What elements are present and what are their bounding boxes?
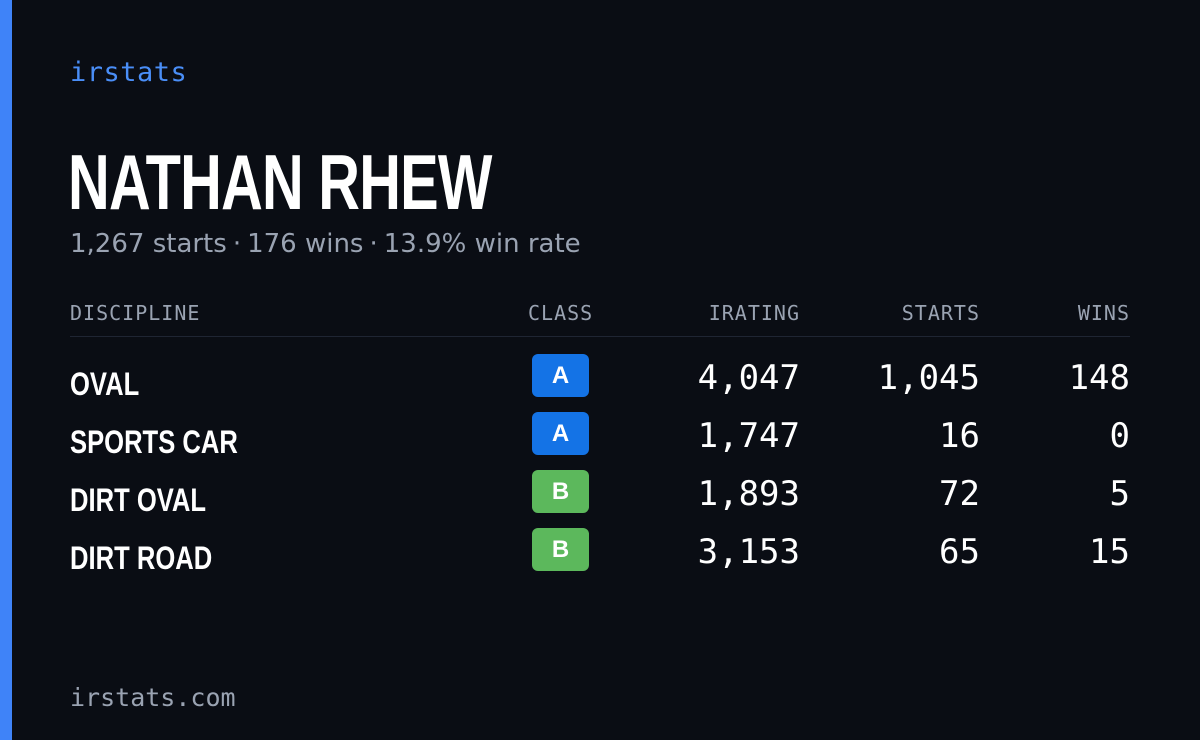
wins-value: 15 xyxy=(1089,532,1130,572)
column-header-class: CLASS xyxy=(528,301,594,325)
summary-starts: 1,267 starts xyxy=(70,229,227,259)
stats-table-body: OVAL A 4,047 1,045 148 SPORTS CAR A 1,74… xyxy=(70,350,1130,582)
table-row: OVAL A 4,047 1,045 148 xyxy=(70,350,1130,408)
license-class-badge: B xyxy=(532,470,589,513)
irating-value: 1,893 xyxy=(697,474,800,514)
summary-separator: · xyxy=(232,229,242,259)
wins-value: 148 xyxy=(1068,358,1130,398)
table-row: SPORTS CAR A 1,747 16 0 xyxy=(70,408,1130,466)
summary-wins: 176 wins xyxy=(247,229,364,259)
stats-table-header: DISCIPLINE CLASS IRATING STARTS WINS xyxy=(70,300,1130,326)
starts-value: 72 xyxy=(939,474,980,514)
wins-value: 0 xyxy=(1109,416,1130,456)
starts-value: 16 xyxy=(939,416,980,456)
irating-value: 3,153 xyxy=(697,532,800,572)
table-row: DIRT OVAL B 1,893 72 5 xyxy=(70,466,1130,524)
column-header-wins: WINS xyxy=(1077,301,1130,325)
wins-value: 5 xyxy=(1109,474,1130,514)
discipline-name: DIRT OVAL xyxy=(70,482,207,518)
brand-logo-text: irstats xyxy=(70,57,188,88)
summary-separator: · xyxy=(369,229,378,259)
discipline-name: SPORTS CAR xyxy=(70,424,238,460)
starts-value: 1,045 xyxy=(877,358,980,398)
footer-domain: irstats.com xyxy=(70,683,236,712)
column-header-discipline: DISCIPLINE xyxy=(70,301,201,325)
discipline-name: DIRT ROAD xyxy=(70,540,213,576)
irating-value: 4,047 xyxy=(697,358,800,398)
column-header-irating: IRATING xyxy=(708,301,800,325)
accent-bar xyxy=(0,0,12,740)
player-summary: 1,267 starts · 176 wins · 13.9% win rate xyxy=(70,226,581,262)
license-class-badge: B xyxy=(532,528,589,571)
summary-win-rate: 13.9% win rate xyxy=(383,229,581,259)
starts-value: 65 xyxy=(939,532,980,572)
irating-value: 1,747 xyxy=(697,416,800,456)
header-divider xyxy=(70,336,1130,337)
column-header-starts: STARTS xyxy=(901,301,980,325)
license-class-badge: A xyxy=(532,354,589,397)
license-class-badge: A xyxy=(532,412,589,455)
discipline-name: OVAL xyxy=(70,366,140,402)
table-row: DIRT ROAD B 3,153 65 15 xyxy=(70,524,1130,582)
player-name: NATHAN RHEW xyxy=(68,138,492,226)
